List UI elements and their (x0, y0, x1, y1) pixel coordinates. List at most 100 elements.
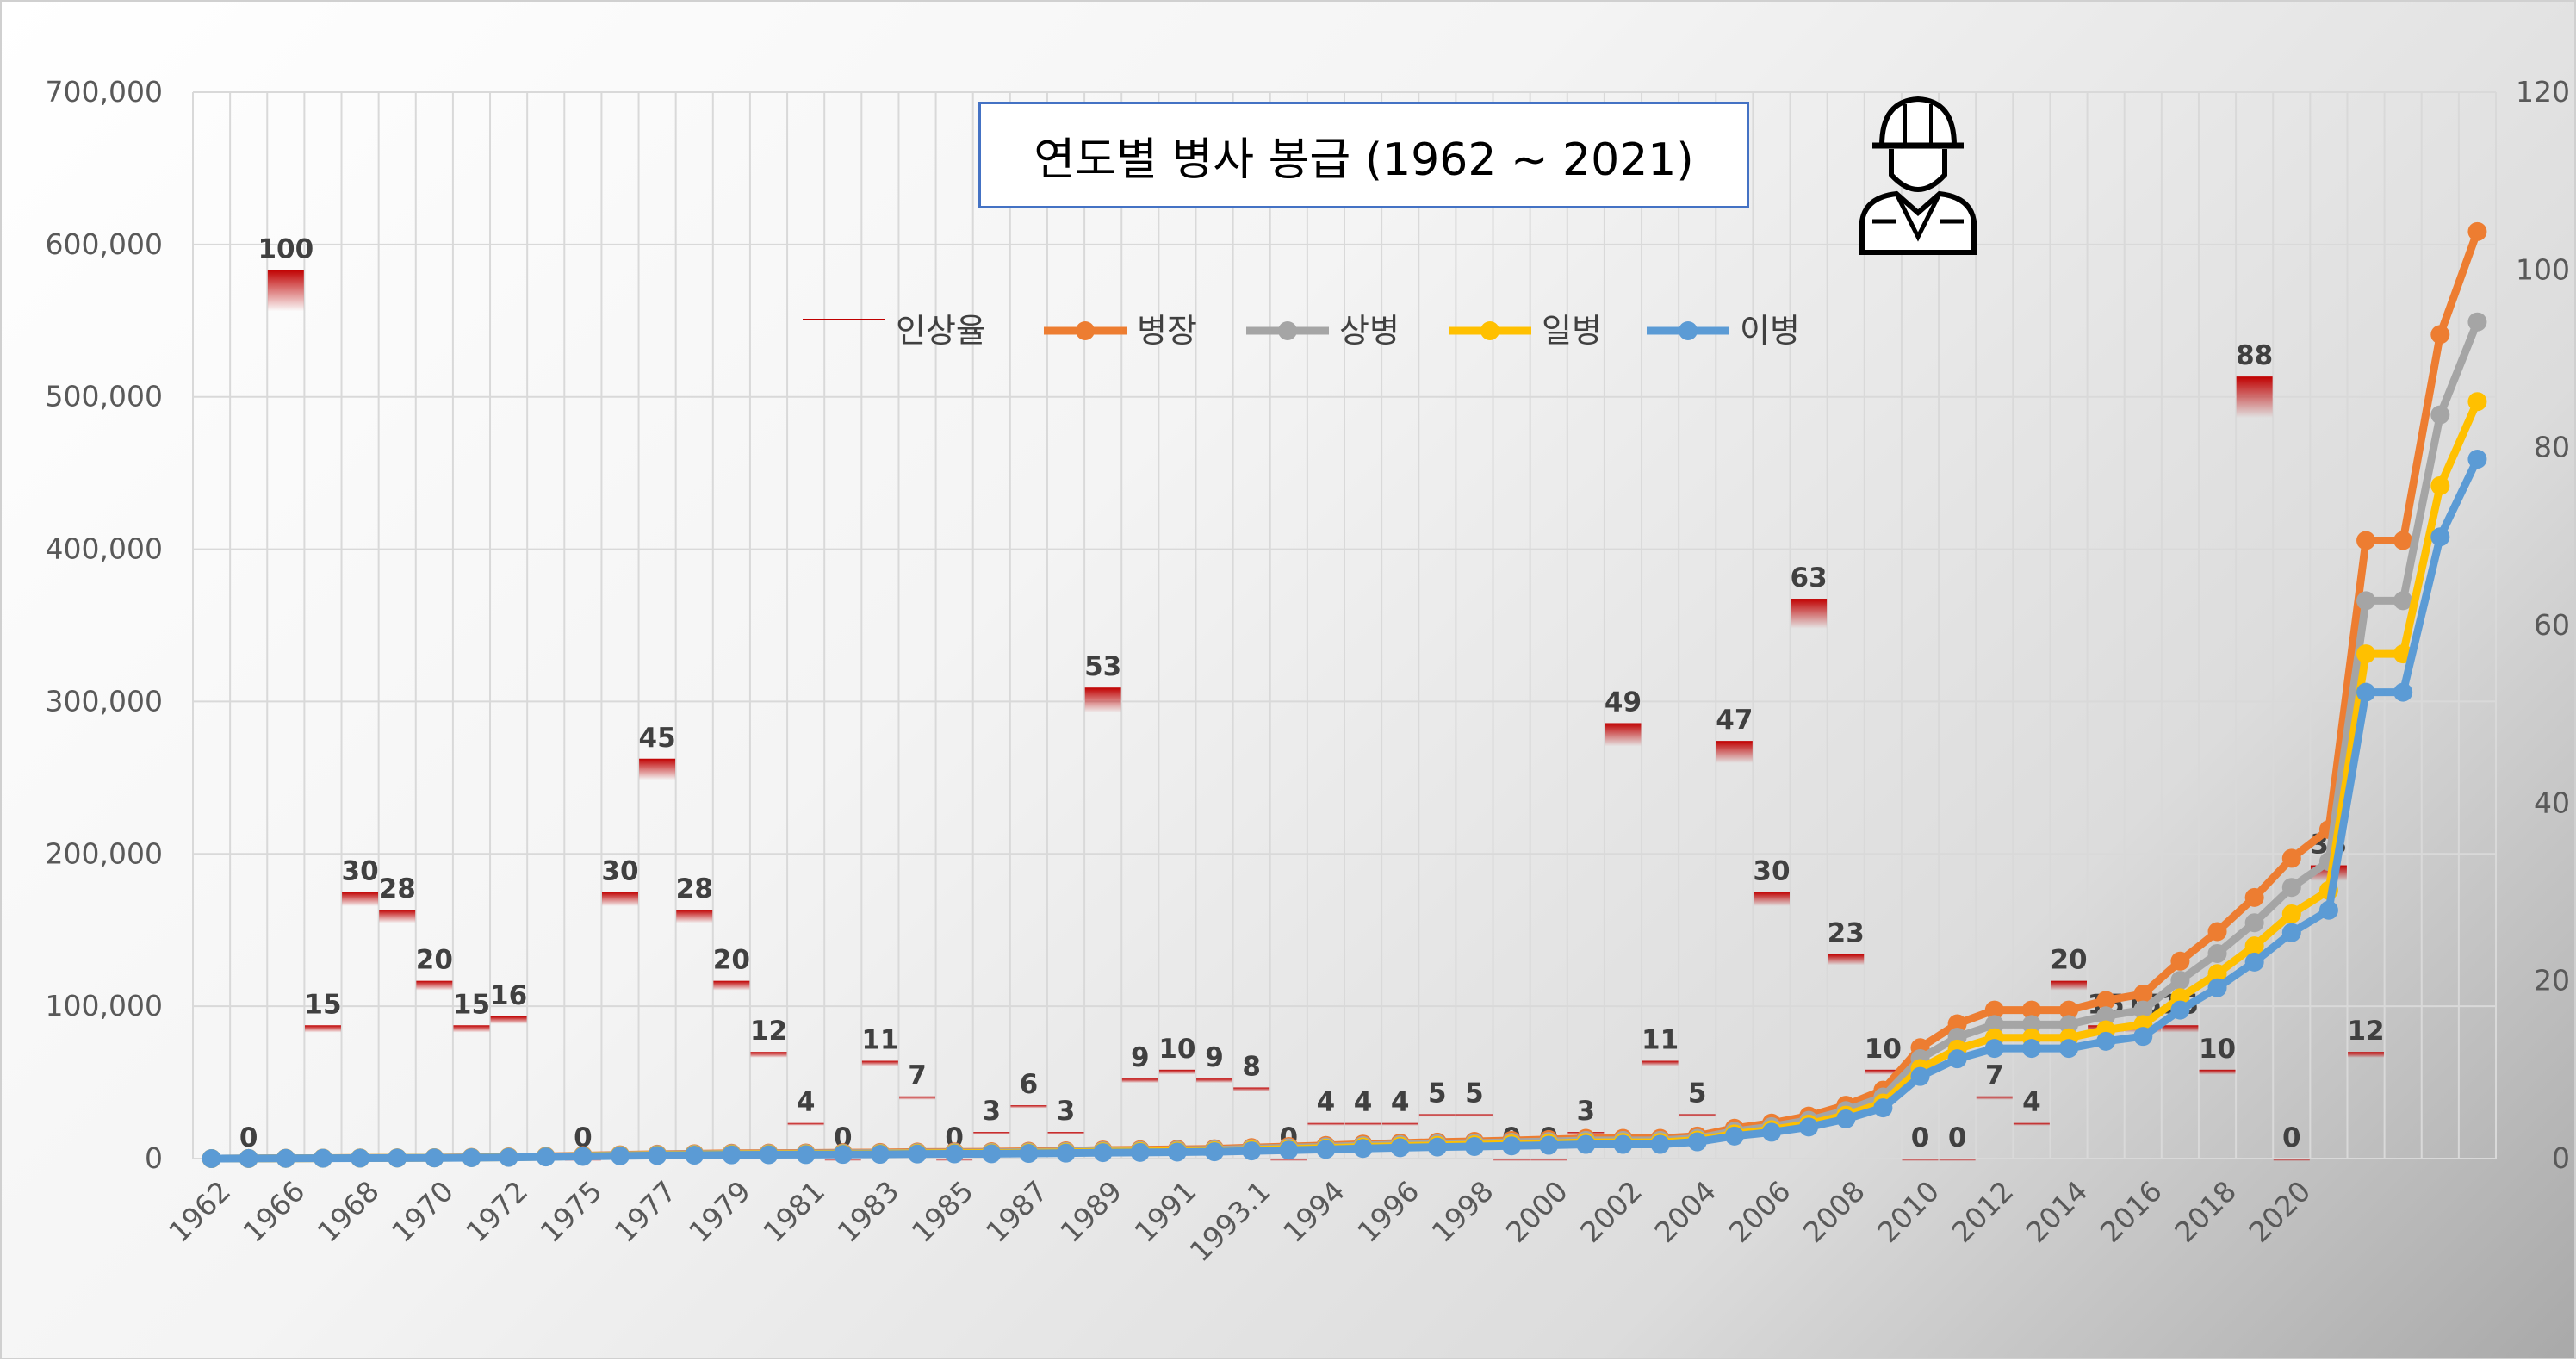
rate-marker (1307, 1122, 1344, 1126)
legend-label: 인상율 (896, 312, 986, 350)
rate-data-label: 47 (1716, 705, 1753, 736)
data-point-병장 (2356, 531, 2376, 550)
chart-title: 연도별 병사 봉급 (1962 ~ 2021) (978, 102, 1749, 208)
rate-marker (861, 1060, 898, 1066)
data-point-이병 (313, 1148, 332, 1168)
rate-marker (2236, 376, 2273, 419)
data-point-이병 (388, 1148, 407, 1168)
rate-marker (1493, 1159, 1530, 1161)
rate-marker (1381, 1122, 1418, 1126)
data-point-이병 (202, 1149, 221, 1168)
rate-marker (750, 1052, 787, 1058)
data-point-상병 (2281, 878, 2301, 898)
rate-data-label: 3 (982, 1096, 1001, 1127)
data-point-이병 (1205, 1142, 1225, 1162)
data-point-이병 (610, 1146, 630, 1165)
x-tick-label: 2000 (1499, 1174, 1574, 1249)
rate-data-label: 30 (601, 856, 638, 887)
rate-marker (416, 980, 453, 991)
data-point-상병 (2393, 591, 2413, 611)
rate-data-label: 8 (1242, 1051, 1261, 1082)
data-point-병장 (2207, 922, 2227, 942)
x-tick-label: 1977 (608, 1174, 683, 1249)
data-point-이병 (1724, 1126, 1744, 1146)
data-point-이병 (536, 1147, 556, 1167)
data-point-이병 (2207, 978, 2227, 997)
x-tick-label: 1994 (1276, 1174, 1351, 1249)
series-lines (202, 221, 2487, 1168)
rate-marker (1121, 1078, 1158, 1084)
data-point-상병 (2207, 943, 2227, 963)
rate-data-label: 15 (453, 989, 490, 1020)
legend-marker (1076, 321, 1095, 340)
x-tick-label: 2004 (1648, 1174, 1723, 1249)
data-point-상병 (2096, 1006, 2116, 1026)
rate-data-label: 4 (1317, 1087, 1336, 1118)
data-point-이병 (1687, 1132, 1707, 1152)
rate-marker (267, 270, 304, 312)
data-point-이병 (1836, 1109, 1856, 1129)
x-tick-label: 1972 (459, 1174, 534, 1249)
data-point-이병 (2170, 1000, 2190, 1020)
data-point-이병 (1167, 1142, 1187, 1162)
legend-label: 일병 (1542, 312, 1602, 350)
x-tick-label: 2002 (1574, 1174, 1648, 1249)
data-point-이병 (2059, 1039, 2079, 1059)
data-point-이병 (1576, 1134, 1596, 1154)
rate-data-label: 11 (1642, 1025, 1679, 1056)
rate-data-label: 3 (1057, 1096, 1076, 1127)
data-point-일병 (2244, 936, 2264, 956)
rate-data-label: 100 (258, 233, 313, 264)
rate-data-label: 0 (1948, 1122, 1967, 1153)
data-point-이병 (573, 1147, 593, 1166)
data-point-이병 (2281, 923, 2301, 942)
y-right-tick-label: 0 (2552, 1141, 2570, 1175)
rate-data-label: 12 (750, 1016, 787, 1047)
y-left-tick-label: 100,000 (46, 989, 163, 1022)
data-point-이병 (2430, 527, 2450, 547)
x-tick-label: 1987 (979, 1174, 1054, 1249)
data-point-이병 (648, 1146, 667, 1165)
data-point-이병 (759, 1145, 779, 1165)
rate-data-label: 30 (342, 856, 379, 887)
rate-marker (1939, 1159, 1976, 1161)
rate-data-label: 7 (908, 1060, 927, 1091)
rate-data-label: 0 (1911, 1122, 1930, 1153)
rate-data-label: 0 (239, 1122, 258, 1153)
data-point-상병 (2430, 405, 2450, 425)
x-tick-label: 1983 (831, 1174, 906, 1249)
data-point-상병 (2467, 312, 2487, 332)
data-point-일병 (2467, 392, 2487, 412)
data-point-이병 (833, 1145, 853, 1165)
data-point-상병 (1984, 1015, 2004, 1035)
data-point-이병 (1279, 1140, 1299, 1160)
data-point-이병 (1464, 1137, 1484, 1157)
rate-marker (379, 910, 416, 923)
rate-data-label: 5 (1465, 1078, 1484, 1109)
data-point-병장 (2281, 848, 2301, 868)
data-point-이병 (1390, 1138, 1410, 1158)
rate-marker (1976, 1096, 2013, 1100)
data-point-일병 (2207, 964, 2227, 984)
rate-data-label: 10 (1865, 1034, 1902, 1065)
data-point-이병 (870, 1145, 890, 1165)
y-left-tick-label: 0 (145, 1141, 163, 1175)
x-tick-label: 2018 (2168, 1174, 2243, 1249)
x-tick-label: 1981 (756, 1174, 831, 1249)
y-left-tick-label: 600,000 (46, 227, 163, 261)
data-point-병장 (2021, 1000, 2041, 1020)
data-point-이병 (1650, 1134, 1670, 1154)
data-point-이병 (1910, 1066, 1930, 1086)
x-tick-label: 2014 (2020, 1174, 2095, 1249)
data-point-병장 (2059, 1000, 2079, 1020)
x-tick-label: 1989 (1053, 1174, 1128, 1249)
rate-marker (1679, 1114, 1716, 1117)
rate-marker (2273, 1159, 2310, 1161)
rate-marker (1196, 1078, 1233, 1084)
rate-data-label: 45 (639, 723, 676, 754)
data-point-이병 (2467, 450, 2487, 469)
rate-data-label: 49 (1605, 687, 1642, 718)
rate-marker (1642, 1060, 1679, 1066)
legend-marker (1480, 321, 1499, 340)
